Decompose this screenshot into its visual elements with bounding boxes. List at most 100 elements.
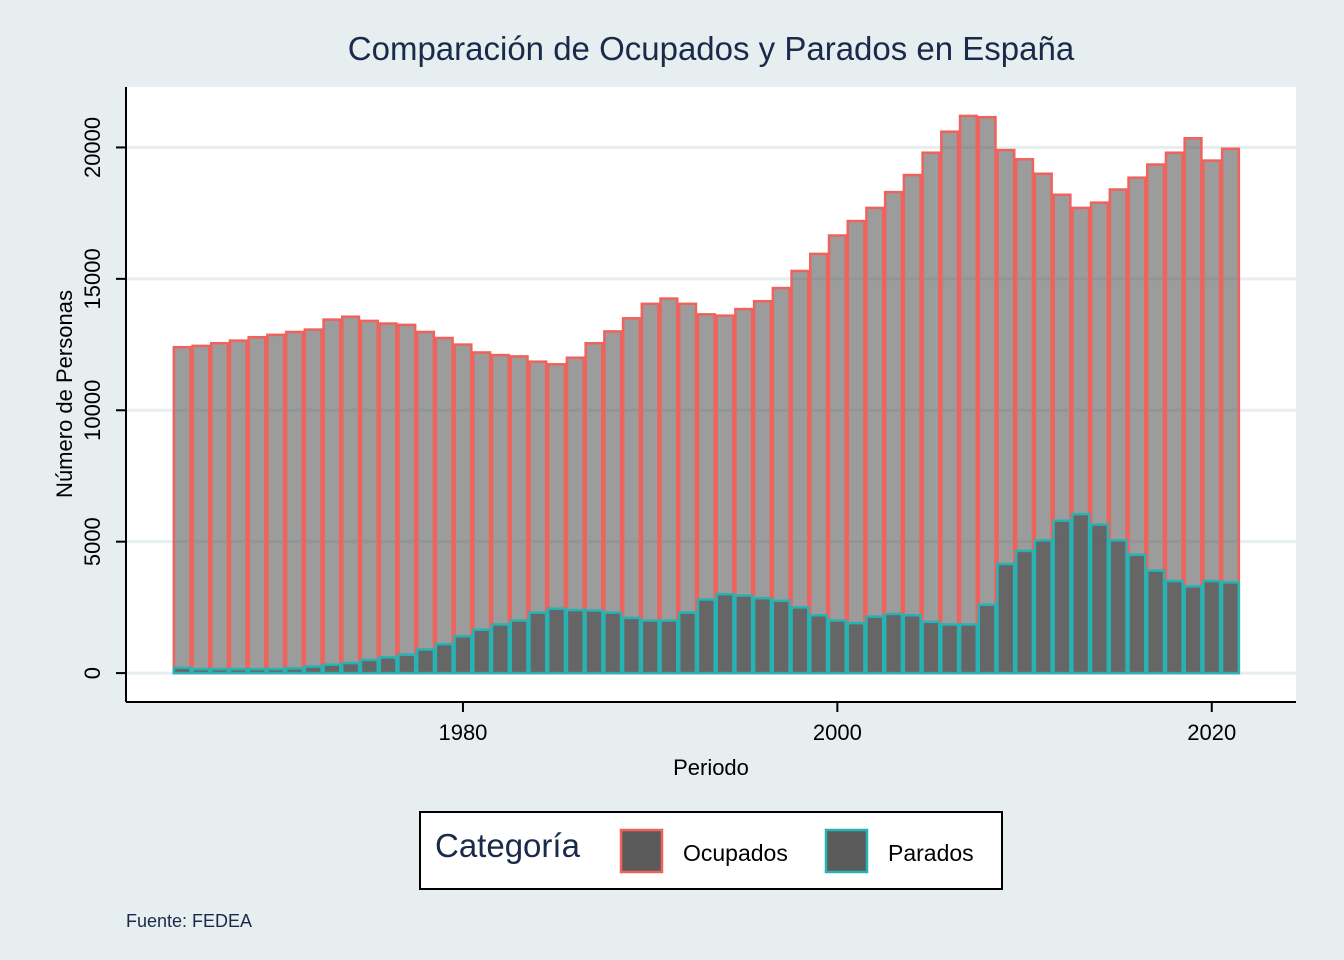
bar-ocupados xyxy=(453,343,473,675)
legend-label-ocupados: Ocupados xyxy=(683,840,788,866)
bar-parados xyxy=(415,648,436,675)
bar-ocupados xyxy=(415,330,436,675)
bars xyxy=(172,114,1241,675)
bar-ocupados xyxy=(359,319,379,675)
bar-ocupados xyxy=(172,345,192,675)
bar-parados xyxy=(696,598,716,675)
bar-parados xyxy=(921,620,941,675)
bar-parados xyxy=(977,603,997,675)
y-tick-label: 5000 xyxy=(80,517,105,566)
bar-ocupados xyxy=(209,342,230,675)
bar-ocupados xyxy=(472,351,492,675)
legend-swatch-parados xyxy=(824,828,869,874)
bar-parados xyxy=(434,642,454,675)
chart-title: Comparación de Ocupados y Parados en Esp… xyxy=(348,30,1075,67)
bar-parados xyxy=(509,619,529,675)
y-tick-label: 15000 xyxy=(80,248,105,309)
bar-parados xyxy=(397,653,417,675)
bar-parados xyxy=(846,621,866,675)
bar-parados xyxy=(809,614,829,675)
bar-parados xyxy=(341,661,361,675)
bar-parados xyxy=(790,606,810,675)
bar-ocupados xyxy=(865,206,885,675)
bar-parados xyxy=(958,623,979,675)
y-tick-label: 0 xyxy=(80,667,105,679)
bar-parados xyxy=(1014,549,1035,675)
legend-title: Categoría xyxy=(435,827,581,864)
bar-ocupados xyxy=(977,115,997,675)
bar-parados xyxy=(640,619,660,675)
bar-ocupados xyxy=(809,252,829,675)
bar-parados xyxy=(266,667,286,675)
y-tick-label: 20000 xyxy=(80,117,105,178)
bar-ocupados xyxy=(921,151,941,675)
bar-ocupados xyxy=(958,114,979,675)
bar-ocupados xyxy=(341,315,361,675)
bar-parados xyxy=(1033,539,1053,675)
bar-parados xyxy=(472,628,492,675)
ticks: 0 5000 10000 15000 20000 1980 2000 2020 xyxy=(80,117,1236,745)
bar-ocupados xyxy=(284,330,305,675)
bar-parados xyxy=(996,562,1016,675)
x-axis-label: Periodo xyxy=(673,755,749,780)
bar-parados xyxy=(209,667,230,675)
bar-ocupados xyxy=(434,336,454,675)
bar-ocupados xyxy=(397,323,417,675)
source-note: Fuente: FEDEA xyxy=(126,911,252,931)
legend: Categoría Ocupados Parados xyxy=(419,811,1003,890)
legend-box xyxy=(419,811,1003,890)
bar-parados xyxy=(584,609,604,675)
bar-parados xyxy=(378,656,398,675)
bar-ocupados xyxy=(883,190,904,675)
bar-parados xyxy=(359,658,379,675)
bar-parados xyxy=(191,667,211,675)
bar-parados xyxy=(546,607,567,675)
bar-parados xyxy=(752,596,773,675)
bar-parados xyxy=(228,667,248,675)
bar-parados xyxy=(1089,523,1110,675)
bar-parados xyxy=(865,615,885,675)
bar-ocupados xyxy=(228,339,248,675)
bar-parados xyxy=(247,667,267,675)
bar-ocupados xyxy=(303,328,323,675)
bar-ocupados xyxy=(846,219,866,675)
bar-parados xyxy=(1164,579,1184,675)
x-tick-label: 2000 xyxy=(813,720,862,745)
bar-parados xyxy=(1108,539,1128,675)
bar-parados xyxy=(621,616,642,675)
bar-ocupados xyxy=(827,234,847,675)
bar-parados xyxy=(172,666,192,675)
bar-parados xyxy=(528,611,548,675)
bar-parados xyxy=(677,611,698,675)
x-tick-label: 2020 xyxy=(1187,720,1236,745)
bar-parados xyxy=(883,612,904,675)
bar-ocupados xyxy=(247,335,267,675)
bar-ocupados xyxy=(640,302,660,675)
bar-parados xyxy=(659,619,679,675)
bar-ocupados xyxy=(378,322,398,675)
bar-parados xyxy=(771,599,791,675)
bar-parados xyxy=(902,614,922,675)
bar-parados xyxy=(940,623,960,675)
y-tick-label: 10000 xyxy=(80,380,105,441)
bar-parados xyxy=(734,594,754,675)
bar-parados xyxy=(490,623,511,675)
legend-swatch-ocupados xyxy=(619,828,664,874)
axes xyxy=(125,87,1296,703)
bar-parados xyxy=(603,611,623,675)
bar-ocupados xyxy=(940,130,960,675)
bar-parados xyxy=(827,619,847,675)
bar-parados xyxy=(1202,579,1222,675)
bar-parados xyxy=(1145,569,1166,675)
legend-label-parados: Parados xyxy=(888,840,974,866)
y-axis-label: Número de Personas xyxy=(52,290,77,498)
series-parados xyxy=(172,512,1241,675)
bar-parados xyxy=(565,608,585,675)
bar-parados xyxy=(1052,519,1072,675)
bar-parados xyxy=(1071,512,1091,675)
bar-parados xyxy=(453,635,473,675)
bar-parados xyxy=(1127,553,1147,675)
bar-parados xyxy=(715,592,735,675)
bar-parados xyxy=(322,663,342,675)
x-tick-label: 1980 xyxy=(438,720,487,745)
